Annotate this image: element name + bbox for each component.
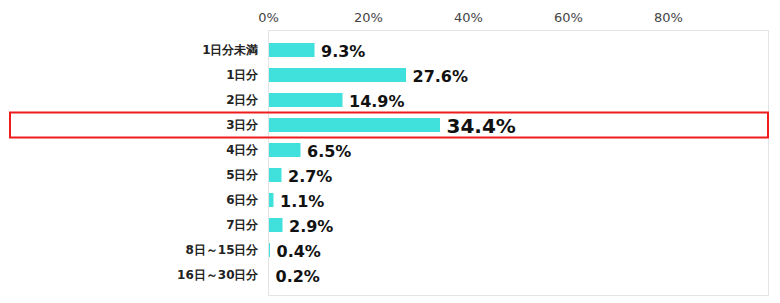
svg-text:2日分: 2日分	[226, 93, 259, 107]
svg-text:6.5%: 6.5%	[307, 142, 351, 161]
svg-text:14.9%: 14.9%	[349, 92, 405, 111]
svg-text:34.4%: 34.4%	[447, 114, 516, 138]
svg-text:0.4%: 0.4%	[277, 242, 321, 261]
svg-text:1日分: 1日分	[226, 68, 259, 82]
svg-text:6日分: 6日分	[226, 193, 259, 207]
svg-text:60%: 60%	[554, 10, 583, 25]
svg-text:2.9%: 2.9%	[289, 217, 333, 236]
svg-text:16日～30日分: 16日～30日分	[177, 268, 259, 282]
svg-text:40%: 40%	[454, 10, 483, 25]
svg-text:7日分: 7日分	[226, 218, 259, 232]
svg-text:80%: 80%	[654, 10, 683, 25]
svg-text:3日分: 3日分	[226, 118, 259, 132]
svg-text:8日～15日分: 8日～15日分	[185, 243, 259, 257]
svg-text:27.6%: 27.6%	[413, 67, 469, 86]
svg-text:1日分未満: 1日分未満	[202, 43, 258, 57]
svg-text:20%: 20%	[354, 10, 383, 25]
svg-text:4日分: 4日分	[226, 143, 259, 157]
svg-text:9.3%: 9.3%	[321, 42, 365, 61]
svg-text:0.2%: 0.2%	[276, 267, 320, 286]
svg-text:2.7%: 2.7%	[288, 167, 332, 186]
svg-text:1.1%: 1.1%	[280, 192, 324, 211]
svg-text:5日分: 5日分	[226, 168, 259, 182]
svg-text:0%: 0%	[258, 10, 279, 25]
